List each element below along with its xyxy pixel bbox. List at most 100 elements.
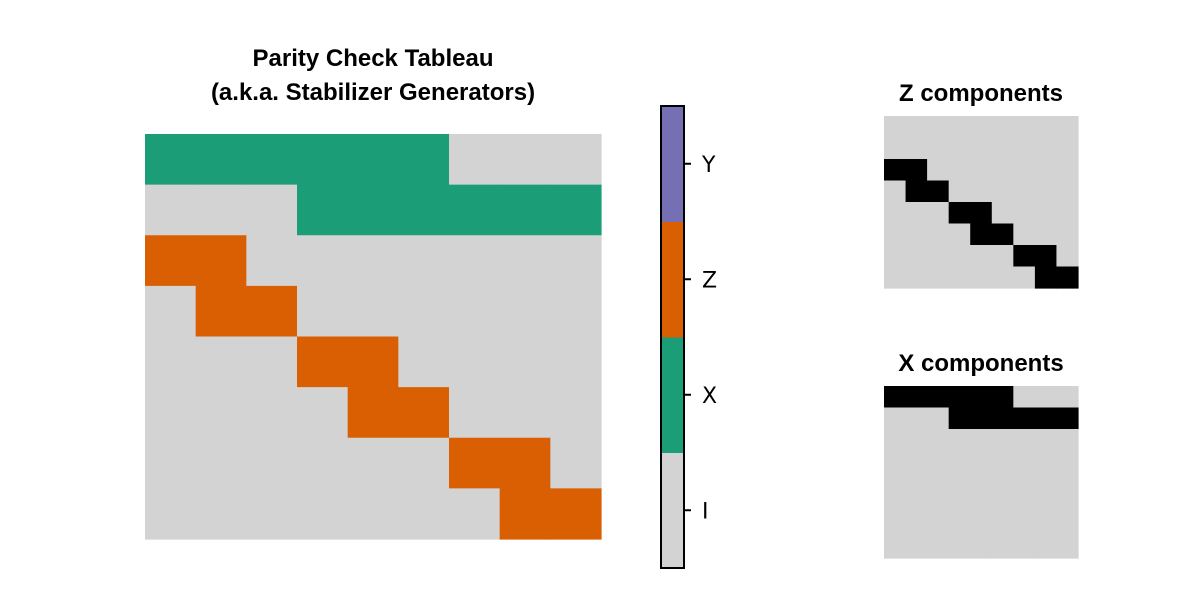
z-components-cell-r1-c0 [884,137,907,160]
x-components-cell-r7-c0 [884,536,907,559]
z-components-cell-r3-c3 [948,180,971,203]
x-components-cell-r7-c6 [1013,536,1036,559]
tableau-cell-r0-c2 [246,134,298,186]
tableau-cell-r2-c2 [246,235,298,287]
tableau-cell-r6-c2 [246,437,298,489]
x-components-cell-r5-c1 [905,493,928,516]
tableau-cell-r4-c4 [347,336,399,388]
colorbar-tick-label-Z: Z [702,268,717,293]
z-components-cell-r4-c8 [1056,202,1079,225]
tableau-cell-r6-c8 [550,437,602,489]
tableau-cell-r1-c5 [398,184,450,236]
z-components-cell-r7-c7 [1034,266,1058,289]
tableau-cell-r0-c4 [347,134,399,186]
tableau-heatmap [145,134,602,540]
z-components-cell-r2-c6 [1013,159,1036,182]
z-components-cell-r4-c5 [991,202,1014,225]
z-components-cell-r5-c6 [1013,223,1036,246]
z-components-cell-r0-c1 [905,116,928,139]
z-components-cell-r1-c7 [1034,137,1058,160]
x-components-cell-r7-c5 [991,536,1014,559]
z-components-cell-r7-c5 [991,266,1014,289]
x-components-cell-r3-c7 [1034,450,1058,473]
x-components-cell-r4-c3 [948,472,971,495]
x-components-panel: X components [884,350,1079,559]
x-components-cell-r3-c6 [1013,450,1036,473]
x-components-cell-r1-c8 [1056,407,1079,430]
tableau-title-line-1: Parity Check Tableau [253,45,494,72]
x-components-cell-r7-c1 [905,536,928,559]
z-components-cell-r6-c6 [1013,245,1036,268]
z-components-cell-r6-c8 [1056,245,1079,268]
x-components-cell-r6-c0 [884,515,907,538]
tableau-cell-r0-c1 [195,134,247,186]
tableau-cell-r1-c0 [145,184,197,236]
z-components-cell-r2-c5 [991,159,1014,182]
x-components-cell-r3-c0 [884,450,907,473]
z-components-cell-r5-c0 [884,223,907,246]
x-components-cell-r1-c5 [991,407,1014,430]
z-components-cell-r4-c6 [1013,202,1036,225]
z-components-cell-r3-c6 [1013,180,1036,203]
tableau-cell-r4-c0 [145,336,197,388]
tableau-cell-r1-c8 [550,184,602,236]
x-components-cell-r7-c4 [970,536,993,559]
z-components-cell-r6-c0 [884,245,907,268]
tableau-cell-r2-c4 [347,235,399,287]
x-components-cell-r3-c5 [991,450,1014,473]
tableau-cell-r3-c8 [550,285,602,338]
tableau-title-line-2: (a.k.a. Stabilizer Generators) [211,79,535,106]
tableau-cell-r4-c5 [398,336,450,388]
x-components-cell-r0-c5 [991,386,1014,409]
tableau-cell-r4-c8 [550,336,602,388]
x-components-cell-r6-c1 [905,515,928,538]
z-components-cell-r5-c5 [991,223,1014,246]
colorbar-segment-Z [661,221,684,338]
x-components-cell-r0-c3 [948,386,971,409]
z-components-cell-r4-c0 [884,202,907,225]
tableau-cell-r5-c7 [499,387,551,439]
tableau-cell-r0-c0 [145,134,197,186]
x-components-cell-r5-c4 [970,493,993,516]
colorbar-segment-Y [661,106,684,222]
tableau-cell-r5-c0 [145,387,197,439]
tableau-cell-r3-c4 [347,285,399,338]
tableau-cell-r5-c2 [246,387,298,439]
x-components-cell-r3-c4 [970,450,993,473]
x-components-cell-r4-c8 [1056,472,1079,495]
x-components-cell-r2-c6 [1013,429,1036,452]
z-components-cell-r0-c7 [1034,116,1058,139]
z-components-cell-r1-c6 [1013,137,1036,160]
x-components-cell-r6-c8 [1056,515,1079,538]
x-components-cell-r4-c4 [970,472,993,495]
x-components-cell-r2-c4 [970,429,993,452]
tableau-cell-r6-c7 [499,437,551,489]
x-components-cell-r2-c3 [948,429,971,452]
x-components-cell-r0-c2 [927,386,950,409]
z-components-cell-r4-c4 [970,202,993,225]
x-components-cell-r7-c3 [948,536,971,559]
tableau-cell-r0-c8 [550,134,602,186]
z-components-cell-r3-c1 [905,180,928,203]
z-components-cell-r0-c5 [991,116,1014,139]
x-components-cell-r1-c6 [1013,407,1036,430]
x-components-cell-r6-c6 [1013,515,1036,538]
x-components-cell-r5-c3 [948,493,971,516]
x-components-cell-r7-c7 [1034,536,1058,559]
z-components-cell-r2-c8 [1056,159,1079,182]
tableau-cell-r1-c1 [195,184,247,236]
x-components-cell-r4-c2 [927,472,950,495]
z-components-cell-r4-c2 [927,202,950,225]
z-components-cell-r7-c8 [1056,266,1079,289]
z-components-cell-r4-c7 [1034,202,1058,225]
tableau-cell-r3-c5 [398,285,450,338]
x-components-cell-r3-c1 [905,450,928,473]
z-components-cell-r7-c6 [1013,266,1036,289]
tableau-cell-r2-c6 [449,235,501,287]
z-components-cell-r1-c4 [970,137,993,160]
x-components-title: X components [898,350,1063,377]
z-components-heatmap [884,116,1079,289]
x-components-cell-r3-c2 [927,450,950,473]
z-components-cell-r6-c7 [1034,245,1058,268]
